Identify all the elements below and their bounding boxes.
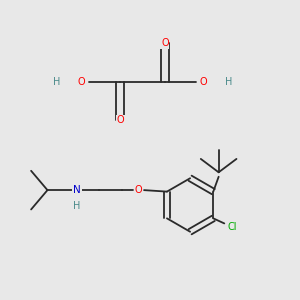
Text: Cl: Cl [227,222,237,232]
Text: O: O [78,76,86,87]
Text: O: O [200,76,207,87]
Text: N: N [73,185,81,195]
Text: H: H [53,76,60,87]
Text: H: H [225,76,232,87]
Text: O: O [161,38,169,48]
Text: O: O [135,185,142,195]
Text: O: O [116,115,124,125]
Text: H: H [74,202,81,212]
